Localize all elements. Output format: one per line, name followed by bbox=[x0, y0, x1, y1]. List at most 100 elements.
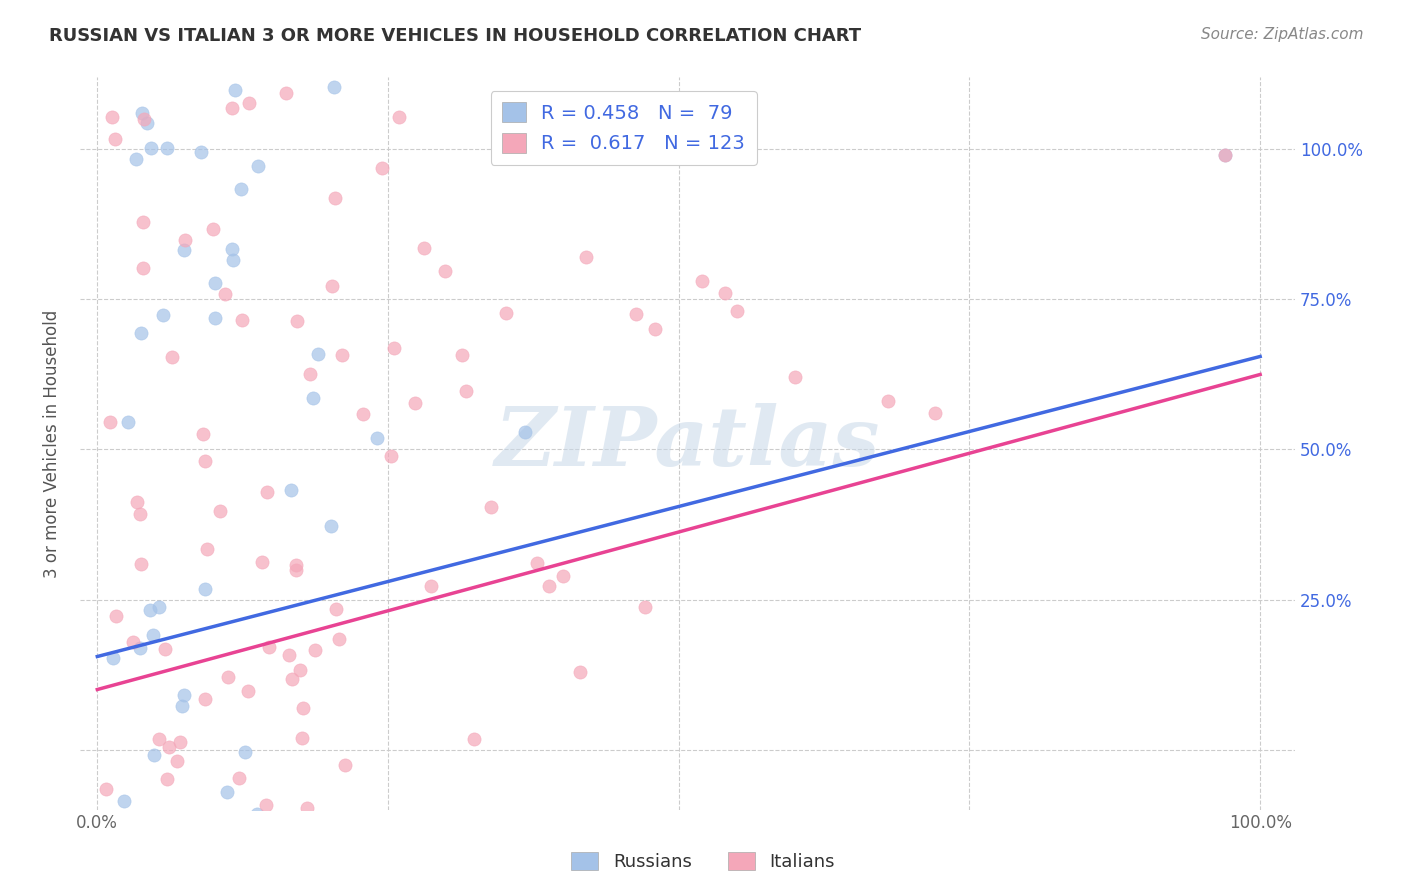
Point bbox=[132, 260, 155, 275]
Point bbox=[454, 384, 477, 398]
Point bbox=[221, 101, 243, 115]
Point bbox=[281, 672, 304, 686]
Point bbox=[208, 868, 231, 882]
Point bbox=[217, 670, 239, 684]
Point bbox=[246, 807, 269, 822]
Point bbox=[420, 579, 443, 593]
Point bbox=[877, 394, 900, 409]
Point bbox=[180, 867, 202, 881]
Point bbox=[231, 313, 253, 327]
Point bbox=[314, 850, 336, 864]
Point bbox=[169, 735, 191, 749]
Point bbox=[104, 609, 127, 624]
Point bbox=[153, 641, 176, 656]
Point bbox=[388, 110, 411, 124]
Point bbox=[276, 87, 298, 101]
Point bbox=[1213, 148, 1236, 162]
Point bbox=[479, 500, 502, 514]
Point bbox=[295, 801, 318, 815]
Point bbox=[225, 18, 247, 32]
Point bbox=[173, 243, 195, 257]
Point bbox=[156, 141, 179, 155]
Text: ZIPatlas: ZIPatlas bbox=[495, 403, 880, 483]
Point bbox=[278, 648, 301, 662]
Point bbox=[280, 483, 302, 498]
Point bbox=[259, 640, 281, 654]
Point bbox=[112, 794, 135, 808]
Point bbox=[239, 864, 262, 879]
Point bbox=[127, 495, 149, 509]
Point bbox=[325, 602, 347, 616]
Point bbox=[208, 504, 231, 518]
Point bbox=[404, 396, 426, 410]
Point bbox=[451, 348, 474, 362]
Point bbox=[526, 556, 548, 570]
Point bbox=[131, 105, 153, 120]
Point bbox=[129, 557, 152, 571]
Point bbox=[142, 748, 165, 763]
Point bbox=[190, 869, 212, 883]
Point bbox=[285, 558, 308, 572]
Point bbox=[204, 276, 226, 290]
Point bbox=[132, 215, 155, 229]
Point bbox=[101, 110, 124, 124]
Y-axis label: 3 or more Vehicles in Household: 3 or more Vehicles in Household bbox=[44, 310, 60, 578]
Point bbox=[101, 650, 124, 665]
Point bbox=[238, 96, 260, 111]
Point bbox=[224, 83, 246, 97]
Point bbox=[173, 688, 195, 702]
Point bbox=[139, 141, 162, 155]
Point bbox=[330, 348, 353, 362]
Point bbox=[474, 832, 496, 847]
Point bbox=[553, 569, 575, 583]
Legend: R = 0.458   N =  79, R =  0.617   N = 123: R = 0.458 N = 79, R = 0.617 N = 123 bbox=[491, 91, 756, 165]
Point bbox=[194, 582, 217, 596]
Point bbox=[201, 221, 224, 235]
Point bbox=[304, 643, 326, 657]
Point bbox=[233, 745, 256, 759]
Point bbox=[214, 286, 236, 301]
Point bbox=[513, 425, 536, 440]
Point bbox=[298, 368, 321, 382]
Point bbox=[125, 152, 148, 166]
Point bbox=[125, 834, 148, 848]
Point bbox=[322, 79, 344, 94]
Point bbox=[321, 518, 343, 533]
Point bbox=[121, 634, 143, 648]
Point bbox=[195, 542, 218, 557]
Point bbox=[366, 431, 388, 445]
Point bbox=[156, 772, 179, 786]
Legend: Russians, Italians: Russians, Italians bbox=[564, 845, 842, 879]
Point bbox=[924, 407, 946, 421]
Text: RUSSIAN VS ITALIAN 3 OR MORE VEHICLES IN HOUSEHOLD CORRELATION CHART: RUSSIAN VS ITALIAN 3 OR MORE VEHICLES IN… bbox=[49, 27, 862, 45]
Point bbox=[108, 828, 131, 842]
Point bbox=[194, 454, 217, 468]
Point bbox=[250, 555, 273, 569]
Point bbox=[291, 731, 314, 746]
Point bbox=[412, 242, 434, 256]
Point bbox=[148, 732, 170, 747]
Point bbox=[433, 264, 456, 278]
Point bbox=[228, 771, 250, 785]
Point bbox=[783, 370, 806, 384]
Point bbox=[575, 251, 598, 265]
Point bbox=[139, 603, 162, 617]
Point bbox=[321, 278, 343, 293]
Point bbox=[128, 641, 150, 656]
Point bbox=[352, 408, 374, 422]
Point bbox=[117, 415, 139, 429]
Point bbox=[325, 191, 347, 205]
Point bbox=[229, 181, 252, 195]
Point bbox=[246, 837, 269, 851]
Point bbox=[105, 817, 128, 831]
Point bbox=[382, 341, 405, 355]
Point bbox=[191, 427, 214, 442]
Point bbox=[105, 885, 128, 892]
Point bbox=[103, 132, 125, 146]
Point bbox=[288, 664, 311, 678]
Point bbox=[221, 242, 243, 256]
Point bbox=[569, 665, 592, 679]
Point bbox=[136, 879, 159, 892]
Point bbox=[291, 701, 314, 715]
Point bbox=[224, 842, 246, 856]
